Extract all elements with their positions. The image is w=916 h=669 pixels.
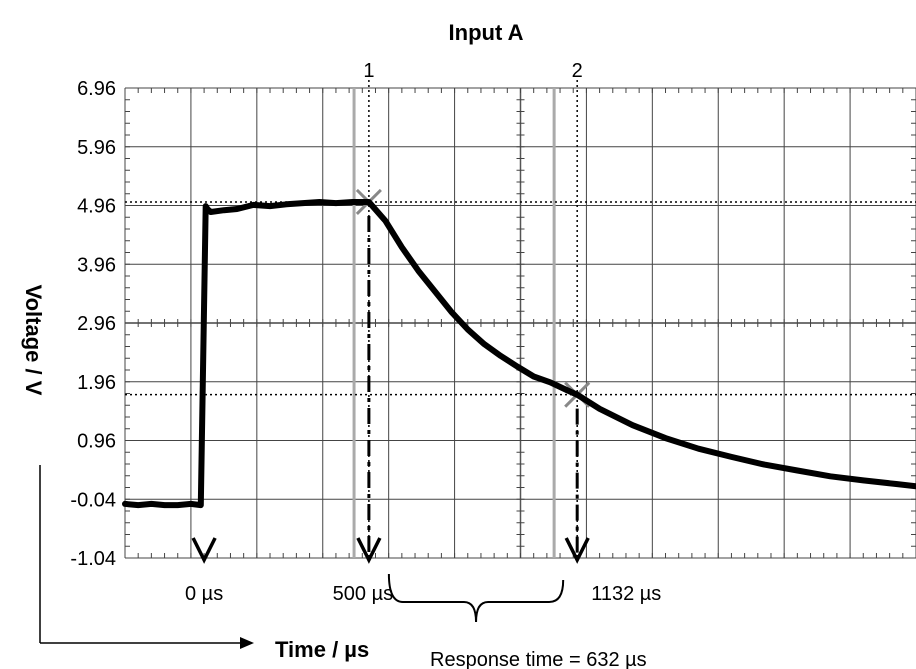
y-tick-label: 0.96: [77, 431, 116, 453]
cursor-label: 1: [363, 60, 374, 82]
cursor-label: 2: [572, 60, 583, 82]
marker-label: 500 µs: [333, 583, 393, 605]
y-tick-label: 2.96: [77, 313, 116, 335]
series-line: [122, 199, 916, 509]
time-markers: 0 µs 500 µs 1132 µs: [185, 215, 661, 605]
y-axis-title: Voltage / V: [21, 285, 46, 396]
y-tick-label: -1.04: [70, 548, 116, 570]
response-time-annotation: Response time = 632 µs: [430, 649, 647, 669]
y-tick-label: 3.96: [77, 254, 116, 276]
y-tick-label: 5.96: [77, 137, 116, 159]
chart-title: Input A: [449, 20, 524, 45]
series-layer: [122, 199, 916, 509]
y-tick-label: 4.96: [77, 196, 116, 218]
grid: [124, 87, 916, 559]
marker-arrowhead: [191, 537, 217, 564]
response-time-brace: [387, 573, 565, 623]
x-axis-title: Time / µs: [275, 637, 369, 662]
x-axis-arrowhead: [240, 637, 254, 649]
marker-label: 0 µs: [185, 583, 223, 605]
marker-label: 1132 µs: [591, 583, 661, 605]
marker-arrowhead: [356, 537, 382, 564]
y-tick-label: 1.96: [77, 372, 116, 394]
y-tick-labels: 6.96 5.96 4.96 3.96 2.96 1.96 0.96 -0.04 -1.04: [70, 78, 116, 570]
y-tick-label: -0.04: [70, 489, 116, 511]
marker-arrowhead: [564, 537, 590, 564]
axis-arrows: [39, 465, 254, 649]
y-tick-label: 6.96: [77, 78, 116, 100]
